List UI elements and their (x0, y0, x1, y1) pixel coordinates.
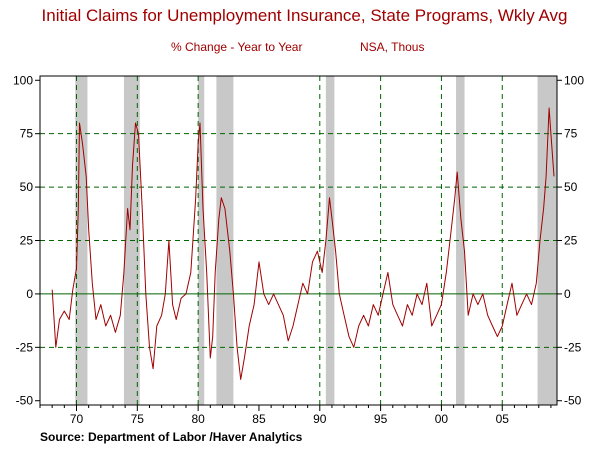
plot-frame (39, 75, 558, 406)
chart-subtitle-units: NSA, Thous (360, 40, 425, 54)
y-tick-label-left: 50 (20, 180, 34, 194)
y-tick-label-right: 0 (564, 287, 571, 301)
y-tick-label-right: 100 (564, 73, 584, 87)
recession-band (198, 76, 205, 405)
x-tick-label: 75 (131, 412, 145, 426)
chart-title: Initial Claims for Unemployment Insuranc… (41, 6, 568, 25)
chart-source: Source: Department of Labor /Haver Analy… (40, 430, 303, 444)
y-tick-label-right: 25 (564, 234, 578, 248)
series-line (51, 107, 555, 380)
grid-lines (40, 76, 557, 405)
x-tick-label: 80 (191, 412, 205, 426)
x-tick-label: 85 (252, 412, 266, 426)
chart-subtitle-change: % Change - Year to Year (171, 40, 303, 54)
y-tick-label-left: 0 (26, 287, 33, 301)
x-tick-label: 90 (313, 412, 327, 426)
series-layer (51, 107, 555, 380)
y-tick-label-right: -25 (564, 340, 582, 354)
x-tick-label: 70 (70, 412, 84, 426)
y-tick-label-left: 25 (20, 234, 34, 248)
y-tick-label-left: 75 (20, 127, 34, 141)
y-tick-label-right: 75 (564, 127, 578, 141)
recession-band (456, 76, 465, 405)
y-tick-label-left: 100 (13, 73, 33, 87)
y-tick-label-right: 50 (564, 180, 578, 194)
x-tick-label: 05 (496, 412, 510, 426)
y-tick-label-left: -25 (16, 340, 34, 354)
y-tick-label-right: -50 (564, 394, 582, 408)
x-tick-label: 95 (374, 412, 388, 426)
y-tick-label-left: -50 (16, 394, 34, 408)
x-tick-label: 00 (435, 412, 449, 426)
